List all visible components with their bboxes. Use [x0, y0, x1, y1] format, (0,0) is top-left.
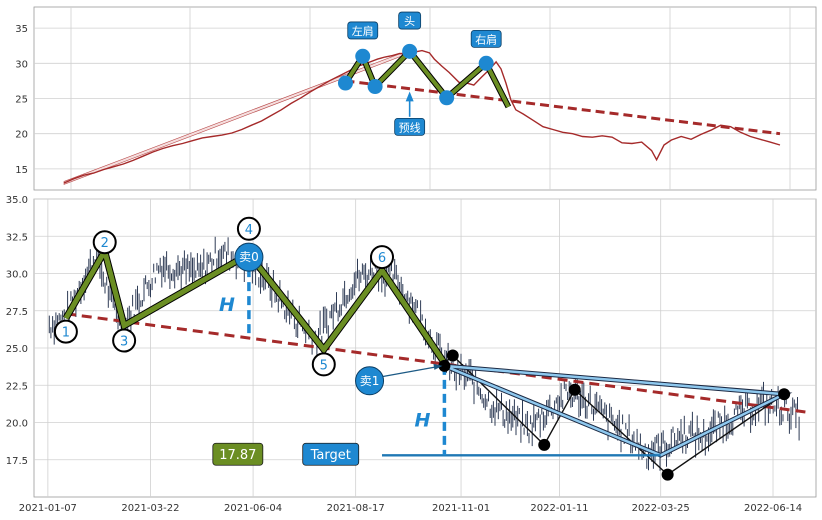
- top-pattern-point: [337, 75, 353, 91]
- bottom-y-tick-label: 25.0: [6, 344, 28, 355]
- top-annotation-label: 左肩: [352, 24, 374, 38]
- top-annotation-box: [394, 117, 426, 136]
- bottom-sell1-arrowhead: [433, 363, 443, 370]
- bottom-point-marker: [370, 245, 395, 270]
- bottom-black-point: [568, 383, 581, 396]
- bottom-x-tick-label: 2022-03-25: [632, 503, 690, 514]
- bottom-y-tick-label: 22.5: [6, 381, 28, 392]
- top-y-tick-label: 20: [15, 130, 28, 141]
- bottom-point-label: 3: [120, 335, 128, 350]
- bottom-point-marker: [92, 230, 117, 255]
- top-neck-arrow-head: [405, 91, 414, 102]
- top-annotation-label: 头: [404, 15, 415, 28]
- bottom-sell0-marker: [234, 242, 264, 272]
- bottom-point-marker: [311, 352, 336, 377]
- bottom-point-label: 5: [320, 358, 328, 373]
- bottom-point-label: 6: [378, 251, 386, 266]
- bottom-point-label: 1: [62, 326, 70, 341]
- top-y-tick-label: 30: [15, 59, 28, 70]
- top-y-tick-label: 35: [15, 24, 28, 35]
- bottom-y-tick-label: 27.5: [6, 307, 28, 318]
- bottom-measure-label: H: [414, 410, 430, 432]
- bottom-target-value: 17.87: [219, 448, 256, 463]
- bottom-panel: 17.5 20.0 22.5 25.0 27.5 30.0 32.5 35.0 2021-01-…: [6, 195, 817, 514]
- bottom-y-tick-label: 30.0: [6, 270, 28, 281]
- bottom-black-point: [538, 438, 551, 451]
- bottom-measure-label: H: [219, 294, 235, 316]
- bottom-black-point: [446, 349, 459, 362]
- bottom-target-label-box: [302, 442, 360, 466]
- bottom-y-tick-label: 17.5: [6, 456, 28, 467]
- bottom-black-point: [661, 468, 674, 481]
- bottom-point-marker: [112, 328, 137, 353]
- top-price-line: [63, 49, 781, 184]
- bottom-target-value-box: [212, 442, 264, 466]
- top-annotation-box: [470, 29, 502, 48]
- bottom-x-tick-label: 2021-08-17: [327, 503, 385, 514]
- top-pattern-point: [439, 90, 455, 106]
- top-annotation-box: [398, 11, 422, 30]
- top-y-tick-label: 15: [15, 165, 28, 176]
- top-pattern-point: [355, 48, 371, 64]
- bottom-x-tick-label: 2021-06-04: [224, 503, 282, 514]
- bottom-sell1-arrow: [381, 366, 437, 378]
- bottom-point-label: 2: [101, 236, 109, 251]
- top-neckline: [345, 79, 781, 136]
- bottom-x-tick-label: 2022-06-14: [744, 503, 802, 514]
- bottom-point-label: 4: [245, 223, 253, 238]
- top-annotation-label: 右肩: [475, 32, 497, 46]
- bottom-y-tick-label: 35.0: [6, 195, 28, 206]
- bottom-x-tick-label: 2022-01-11: [530, 503, 588, 514]
- bottom-target-label: Target: [310, 448, 351, 463]
- bottom-black-point: [778, 388, 791, 401]
- top-pattern-point: [367, 79, 383, 95]
- bottom-sell1-label: 卖1: [360, 374, 380, 388]
- top-annotation-box: [347, 21, 379, 40]
- bottom-y-tick-label: 32.5: [6, 232, 28, 243]
- bottom-neckline: [65, 312, 807, 414]
- bottom-black-point: [438, 359, 451, 372]
- bottom-sell0-label: 卖0: [239, 250, 259, 264]
- bottom-x-tick-label: 2021-03-22: [121, 503, 179, 514]
- top-pattern-point: [478, 55, 494, 71]
- bottom-x-tick-label: 2021-01-07: [19, 503, 77, 514]
- top-pattern-point: [402, 43, 418, 59]
- top-y-tick-label: 25: [15, 95, 28, 106]
- bottom-y-tick-label: 20.0: [6, 419, 28, 430]
- bottom-point-marker: [236, 216, 261, 241]
- bottom-point-marker: [53, 319, 78, 344]
- bottom-x-tick-label: 2021-11-01: [432, 503, 490, 514]
- bottom-sell1-marker: [355, 366, 385, 396]
- top-annotation-label: 预线: [399, 120, 421, 134]
- bottom-triangle-line: [443, 364, 789, 457]
